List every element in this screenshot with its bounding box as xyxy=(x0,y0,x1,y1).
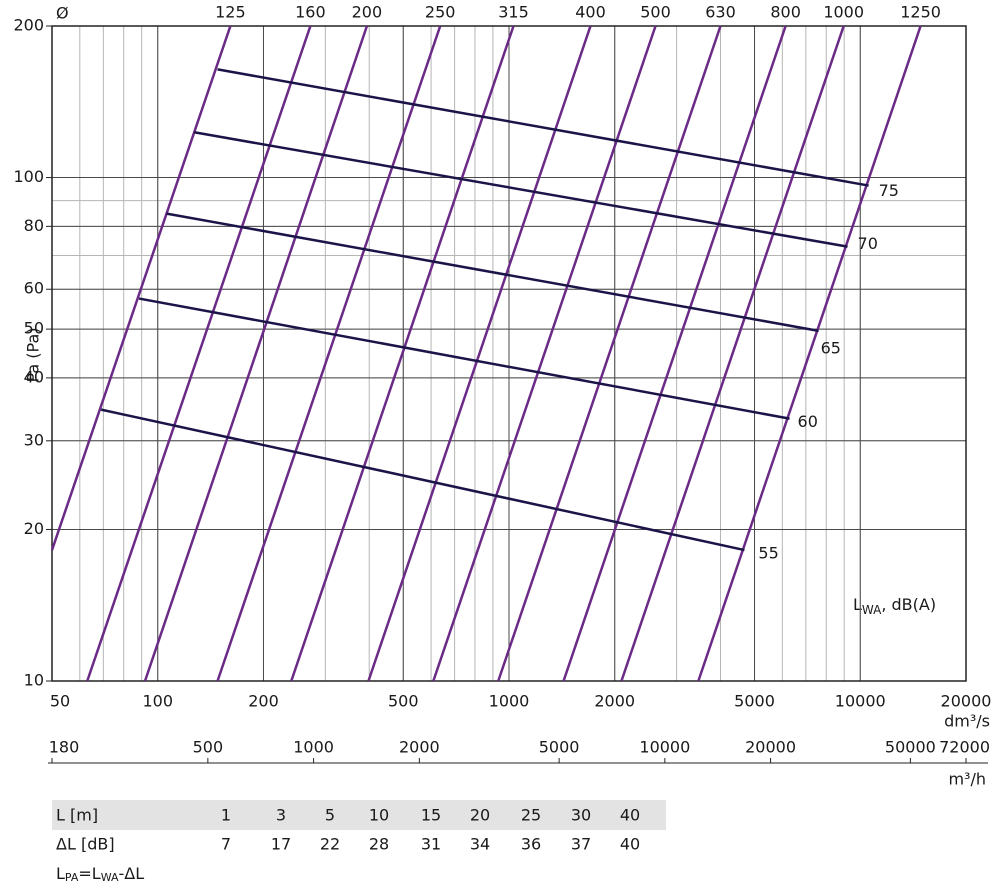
sound-line xyxy=(166,212,819,333)
y-tick-label: 20 xyxy=(24,519,44,538)
x2-axis-label: m³/h xyxy=(948,770,986,789)
table-cell: 15 xyxy=(421,806,441,825)
y-tick-label: 60 xyxy=(24,279,44,298)
duct-label: 630 xyxy=(705,3,736,22)
sound-line xyxy=(100,408,745,552)
x-tick-label: 10000 xyxy=(835,692,886,711)
sound-line xyxy=(138,297,790,420)
table-cell: 17 xyxy=(271,835,291,854)
table-cell: 37 xyxy=(571,835,591,854)
plot-frame xyxy=(51,25,967,682)
sound-label: 65 xyxy=(821,338,841,357)
x2-tick-label: 10000 xyxy=(639,738,690,757)
duct-label: 315 xyxy=(498,3,529,22)
x2-tick-label: 72000 xyxy=(939,738,990,757)
x-tick-label: 1000 xyxy=(489,692,530,711)
duct-label: 1250 xyxy=(900,3,941,22)
table-cell: 7 xyxy=(221,835,231,854)
x-tick-label: 5000 xyxy=(734,692,775,711)
sound-label: 55 xyxy=(758,544,778,563)
table-cell: 5 xyxy=(325,806,335,825)
sound-label: 75 xyxy=(879,181,899,200)
x-tick-label: 500 xyxy=(388,692,419,711)
table-cell: 28 xyxy=(369,835,389,854)
duct-line xyxy=(620,25,845,682)
table-cell: 22 xyxy=(320,835,340,854)
x-axis-label: dm³/s xyxy=(944,712,990,731)
table-header-bg xyxy=(52,800,666,830)
table-cell: 40 xyxy=(620,835,640,854)
table-cell: 10 xyxy=(369,806,389,825)
x-tick-label: 100 xyxy=(142,692,173,711)
sound-label: 60 xyxy=(798,412,818,431)
table-cell: 30 xyxy=(571,806,591,825)
diameter-label: Ø xyxy=(56,4,69,23)
duct-line xyxy=(562,25,787,682)
formula: LPA=LWA-ΔL xyxy=(56,864,144,885)
row-label: ΔL [dB] xyxy=(56,835,115,854)
duct-line xyxy=(86,25,312,682)
x-tick-label: 200 xyxy=(248,692,279,711)
table-cell: 31 xyxy=(421,835,441,854)
duct-line xyxy=(497,25,722,682)
x-tick-label: 20000 xyxy=(941,692,992,711)
duct-label: 400 xyxy=(575,3,606,22)
y-tick-label: 30 xyxy=(24,430,44,449)
y-tick-label: 50 xyxy=(24,319,44,338)
duct-label: 160 xyxy=(295,3,326,22)
duct-label: 800 xyxy=(770,3,801,22)
table-cell: 20 xyxy=(470,806,490,825)
x2-tick-label: 5000 xyxy=(539,738,580,757)
y-tick-label: 80 xyxy=(24,216,44,235)
annotation: LWA, dB(A) xyxy=(853,595,936,617)
row-label: L [m] xyxy=(56,806,98,825)
table-cell: 34 xyxy=(470,835,490,854)
table-cell: 3 xyxy=(276,806,286,825)
x-tick-label: 50 xyxy=(50,692,70,711)
x2-tick-label: 1000 xyxy=(293,738,334,757)
x2-tick-label: 2000 xyxy=(399,738,440,757)
duct-label: 250 xyxy=(425,3,456,22)
y-tick-label: 10 xyxy=(24,671,44,690)
x2-tick-label: 50000 xyxy=(885,738,936,757)
sound-label: 70 xyxy=(858,234,878,253)
duct-line xyxy=(216,25,442,682)
table-cell: 36 xyxy=(521,835,541,854)
duct-line xyxy=(697,25,922,682)
duct-label: 500 xyxy=(640,3,671,22)
y-tick-label: 200 xyxy=(13,16,44,35)
table-cell: 25 xyxy=(521,806,541,825)
table-cell: 40 xyxy=(620,806,640,825)
duct-line xyxy=(50,25,232,551)
x2-tick-label: 180 xyxy=(49,738,80,757)
duct-label: 200 xyxy=(352,3,383,22)
duct-line xyxy=(432,25,657,682)
duct-label: 125 xyxy=(215,3,246,22)
y-tick-label: 100 xyxy=(13,167,44,186)
x2-tick-label: 500 xyxy=(193,738,224,757)
sound-line xyxy=(193,131,848,248)
duct-label: 1000 xyxy=(823,3,864,22)
duct-line xyxy=(367,25,592,682)
duct-line xyxy=(143,25,369,682)
sound-line xyxy=(217,68,869,187)
duct-line xyxy=(290,25,515,682)
y-tick-label: 40 xyxy=(24,367,44,386)
y-axis-label: Pa (Pa) xyxy=(24,327,43,382)
x-tick-label: 2000 xyxy=(594,692,635,711)
annotation-bg xyxy=(848,588,958,622)
table-cell: 1 xyxy=(221,806,231,825)
x2-tick-label: 20000 xyxy=(745,738,796,757)
